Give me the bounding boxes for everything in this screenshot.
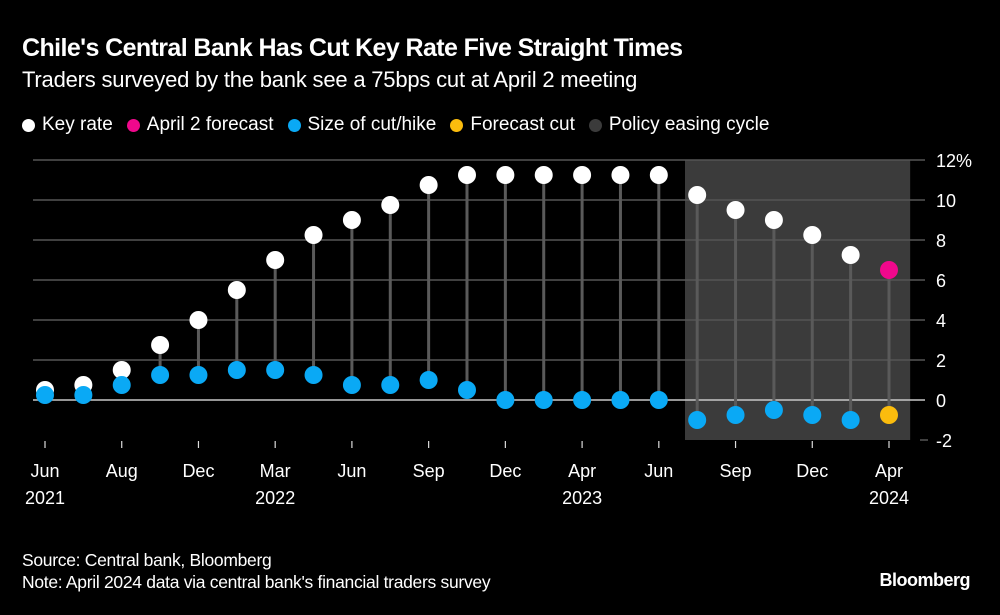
legend-item-size-of-cut: Size of cut/hike bbox=[287, 114, 437, 136]
y-tick-label: 4 bbox=[936, 311, 946, 331]
legend-item-key-rate: Key rate bbox=[22, 114, 113, 136]
key-rate-point bbox=[419, 176, 438, 194]
cut-size-point bbox=[534, 391, 553, 409]
cut-size-point bbox=[726, 406, 745, 424]
cut-size-point bbox=[151, 366, 170, 384]
cut-size-point bbox=[458, 381, 476, 399]
x-tick-label: Sep bbox=[720, 461, 752, 481]
legend-label: Size of cut/hike bbox=[307, 114, 437, 135]
key-rate-point bbox=[266, 251, 285, 269]
y-tick-label: 2 bbox=[936, 351, 946, 371]
key-rate-point bbox=[573, 166, 592, 184]
legend-item-forecast-cut: Forecast cut bbox=[450, 114, 575, 136]
chart-subtitle: Traders surveyed by the bank see a 75bps… bbox=[22, 67, 638, 92]
key-rate-point bbox=[189, 311, 208, 329]
key-rate-point bbox=[764, 211, 783, 229]
legend-label: Forecast cut bbox=[470, 114, 575, 135]
y-tick-label: 8 bbox=[936, 231, 946, 251]
cut-size-point bbox=[688, 411, 707, 429]
cut-size-point bbox=[841, 411, 860, 429]
x-tick-label: Apr bbox=[875, 461, 903, 481]
legend: Key rate April 2 forecast Size of cut/hi… bbox=[22, 114, 783, 136]
key-rate-point bbox=[841, 246, 860, 264]
key-rate-point bbox=[688, 186, 707, 204]
x-tick-label: Aug bbox=[106, 461, 138, 481]
x-tick-label: Apr bbox=[568, 461, 596, 481]
x-tick-label: Mar bbox=[260, 461, 291, 481]
x-tick-label: Dec bbox=[489, 461, 521, 481]
cut-size-point bbox=[381, 376, 400, 394]
y-tick-label: 6 bbox=[936, 271, 946, 291]
x-year-label: 2024 bbox=[869, 488, 909, 508]
cut-size-point bbox=[496, 391, 515, 409]
bloomberg-logo: Bloomberg bbox=[879, 570, 970, 590]
chart-title: Chile's Central Bank Has Cut Key Rate Fi… bbox=[22, 34, 683, 62]
april-forecast-point bbox=[880, 261, 898, 279]
key-rate-point bbox=[726, 201, 745, 219]
x-tick-label: Jun bbox=[30, 461, 59, 481]
cut-size-point bbox=[611, 391, 630, 409]
x-year-label: 2022 bbox=[255, 488, 295, 508]
source-text: Source: Central bank, Bloomberg bbox=[22, 550, 272, 570]
cut-size-point bbox=[304, 366, 323, 384]
x-tick-label: Sep bbox=[413, 461, 445, 481]
easing-cycle-shading bbox=[685, 160, 911, 440]
key-rate-point bbox=[381, 196, 400, 214]
cut-size-point bbox=[649, 391, 668, 409]
x-year-label: 2023 bbox=[562, 488, 602, 508]
legend-label: Key rate bbox=[42, 114, 113, 135]
legend-swatch-key-rate bbox=[22, 118, 35, 132]
note-text: Note: April 2024 data via central bank's… bbox=[22, 572, 491, 592]
y-tick-label: -2 bbox=[936, 431, 952, 451]
y-tick-label: 0 bbox=[936, 391, 946, 411]
x-tick-label: Jun bbox=[337, 461, 366, 481]
legend-label: Policy easing cycle bbox=[608, 114, 770, 135]
legend-item-easing-cycle: Policy easing cycle bbox=[588, 114, 770, 136]
key-rate-point bbox=[151, 336, 170, 354]
source-note: Source: Central bank, Bloomberg Note: Ap… bbox=[22, 549, 491, 593]
cut-size-point bbox=[74, 386, 93, 404]
y-tick-label: 10 bbox=[936, 191, 956, 211]
cut-size-point bbox=[764, 401, 783, 419]
cut-size-point bbox=[419, 371, 438, 389]
y-tick-label: 12% bbox=[936, 151, 972, 171]
key-rate-point bbox=[649, 166, 668, 184]
cut-size-point bbox=[266, 361, 285, 379]
key-rate-point bbox=[342, 211, 361, 229]
cut-size-point bbox=[189, 366, 208, 384]
legend-swatch-easing-cycle bbox=[588, 118, 602, 132]
cut-size-point bbox=[36, 386, 54, 404]
legend-swatch-april-forecast bbox=[126, 118, 140, 132]
cut-size-point bbox=[803, 406, 822, 424]
cut-size-point bbox=[227, 361, 246, 379]
x-tick-label: Jun bbox=[644, 461, 673, 481]
cut-size-point bbox=[112, 376, 131, 394]
x-tick-label: Dec bbox=[182, 461, 214, 481]
key-rate-point bbox=[496, 166, 515, 184]
key-rate-point bbox=[227, 281, 246, 299]
key-rate-point bbox=[458, 166, 476, 184]
key-rate-point bbox=[611, 166, 630, 184]
x-year-label: 2021 bbox=[25, 488, 65, 508]
key-rate-point bbox=[112, 361, 131, 379]
cut-size-point bbox=[573, 391, 592, 409]
x-tick-label: Dec bbox=[796, 461, 828, 481]
forecast-cut-point bbox=[880, 406, 898, 424]
legend-label: April 2 forecast bbox=[146, 114, 274, 135]
key-rate-point bbox=[803, 226, 822, 244]
legend-swatch-forecast-cut bbox=[450, 118, 464, 132]
legend-swatch-size-of-cut bbox=[287, 118, 301, 132]
key-rate-point bbox=[534, 166, 553, 184]
legend-item-april-forecast: April 2 forecast bbox=[126, 114, 274, 136]
cut-size-point bbox=[342, 376, 361, 394]
key-rate-point bbox=[304, 226, 323, 244]
